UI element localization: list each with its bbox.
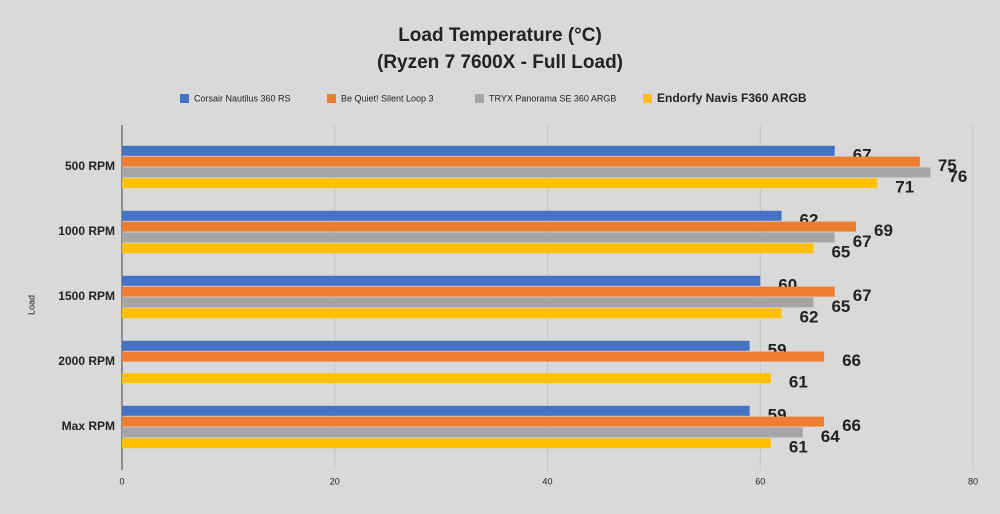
value-label: 67 [853, 232, 872, 251]
legend-swatch [643, 94, 652, 103]
bar [122, 221, 856, 232]
bar [122, 427, 803, 438]
bar [122, 275, 761, 286]
value-label: 65 [831, 243, 850, 262]
value-label: 66 [842, 351, 861, 370]
x-tick-label: 0 [119, 476, 124, 486]
bar [122, 405, 750, 416]
y-tick-label: Max RPM [62, 419, 115, 433]
legend-swatch [327, 94, 336, 103]
legend-swatch [180, 94, 189, 103]
bar [122, 373, 771, 384]
bar [122, 416, 825, 427]
value-label: 65 [831, 297, 850, 316]
bar [122, 178, 878, 189]
y-tick-label: 1500 RPM [58, 289, 115, 303]
legend-label: Corsair Nautilus 360 RS [194, 93, 291, 103]
value-label: 64 [821, 427, 840, 446]
legend-label: TRYX Panorama SE 360 ARGB [489, 93, 616, 103]
bar [122, 438, 771, 449]
value-label: 61 [789, 373, 808, 392]
value-label: 76 [948, 167, 967, 186]
value-label: 61 [789, 438, 808, 457]
legend-label: Endorfy Navis F360 ARGB [657, 91, 807, 105]
chart-title: Load Temperature (°C) [398, 25, 602, 46]
x-tick-label: 40 [542, 476, 552, 486]
bar [122, 308, 782, 319]
x-tick-label: 20 [330, 476, 340, 486]
value-label: 66 [842, 416, 861, 435]
x-tick-label: 60 [755, 476, 765, 486]
y-tick-label: 2000 RPM [58, 354, 115, 368]
legend-label: Be Quiet! Silent Loop 3 [341, 93, 434, 103]
bar [122, 340, 750, 351]
y-axis-label: Load [26, 295, 36, 315]
bar [122, 210, 782, 221]
value-label: 71 [895, 178, 914, 197]
bar [122, 243, 814, 254]
chart-subtitle: (Ryzen 7 7600X - Full Load) [377, 52, 623, 73]
y-tick-label: 1000 RPM [58, 224, 115, 238]
y-tick-label: 500 RPM [65, 159, 115, 173]
bar [122, 167, 931, 178]
value-label: 75 [938, 156, 957, 175]
value-label: 62 [800, 308, 819, 327]
bar [122, 351, 825, 362]
legend-swatch [475, 94, 484, 103]
bar [122, 232, 835, 243]
bar [122, 145, 835, 156]
bar [122, 286, 835, 297]
bar [122, 297, 814, 308]
bar [122, 156, 920, 167]
x-tick-label: 80 [968, 476, 978, 486]
value-label: 67 [853, 286, 872, 305]
value-label: 69 [874, 221, 893, 240]
